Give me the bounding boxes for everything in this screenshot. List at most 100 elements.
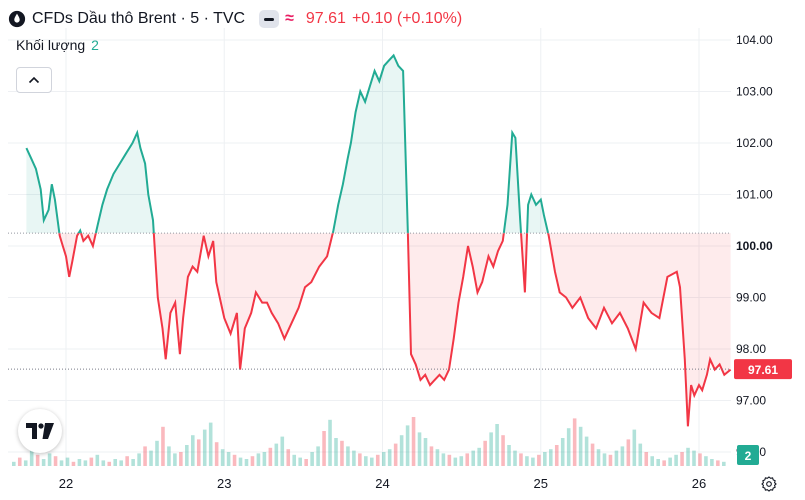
y-tick-label: 98.00 [736,342,766,356]
price-lines [8,53,732,427]
y-tick-label: 100.00 [736,239,773,253]
volume-bar [560,438,565,466]
volume-bar [614,450,619,466]
volume-bar [316,446,320,466]
volume-bar [149,450,153,466]
volume-bar [298,457,302,466]
volume-bar [274,443,279,466]
volume-bar [346,446,350,466]
volume-bar [722,461,726,466]
volume-bar [53,456,58,466]
chevron-up-icon [28,76,40,84]
volume-bar [238,457,243,466]
volume-bar [602,453,607,466]
volume-bar [12,461,16,466]
area-above-baseline [26,55,731,234]
volume-bar [572,418,577,466]
volume-bar [501,435,505,466]
volume-bar [155,440,159,466]
volume-bar [304,459,308,466]
volume-bar [716,460,720,466]
volume-bar [364,456,368,466]
volume-bar [167,446,171,466]
volume-bar [131,459,135,466]
volume-bar [208,422,213,466]
volume-bar [191,435,195,466]
volume-bar [268,447,273,466]
volume-bar [375,454,380,466]
volume-bar [429,446,434,466]
volume-bar [477,447,481,466]
volume-bar [77,459,82,466]
volume-bar [453,457,458,466]
minus-chip-icon[interactable] [259,10,280,28]
chart-header: CFDs Dầu thô Brent · 5 · TVC ≈ 97.61 +0.… [8,7,462,31]
volume-bar [554,445,559,466]
volume-bar [704,456,708,466]
tradingview-logo-icon [26,423,54,439]
volume-bar [423,438,428,466]
volume-bar [250,456,255,466]
volume-bar [668,457,672,466]
volume-bar [101,460,106,466]
volume-bar [549,449,553,466]
volume-bar [417,432,422,466]
last-price-badge [734,359,792,380]
volume-bar [107,461,112,466]
volume-bar [495,424,499,466]
axes: 104.00 103.00 102.00 101.00 100.00 99.00 98.00… [59,33,792,491]
volume-bar [29,449,34,466]
x-tick-label: 25 [534,476,548,491]
volume-bar [459,456,464,466]
settings-button[interactable] [759,474,779,494]
volume-bar [608,454,613,466]
symbol-title[interactable]: CFDs Dầu thô Brent · 5 · TVC [32,10,246,27]
volume-bar [334,438,338,466]
volume-bar [644,452,649,466]
volume-bar [232,454,237,466]
price-change: +0.10 (+0.10%) [351,10,463,27]
volume-bar [370,457,374,466]
volume-bar [214,442,219,466]
volume-bar [405,425,410,466]
y-tick-label: 97.00 [736,394,766,408]
volume-bar [674,454,678,466]
volume-bar [584,436,589,466]
volume-bar [179,452,183,466]
collapse-legend-button[interactable] [16,67,52,93]
volume-bar [596,449,601,466]
volume-bar [620,446,625,466]
volume-bar [358,453,362,466]
last-price-badge-text: 97.61 [748,363,778,377]
volume-bar [626,439,631,466]
volume-bar [531,457,535,466]
approx-icon: ≈ [285,10,294,27]
volume-bar [226,452,231,466]
volume-bar [125,456,129,466]
volume-bar [543,452,547,466]
price-area [26,55,731,427]
volume-bars [12,417,726,466]
volume-bar [471,450,476,466]
volume-legend[interactable]: Khối lượng 2 [16,37,99,53]
volume-bar [507,445,511,466]
volume-bar [202,429,207,466]
volume-bar [280,436,285,466]
volume-bar [17,457,22,466]
x-tick-label: 24 [375,476,389,491]
volume-bar [489,432,493,466]
volume-bar [119,460,123,466]
volume-bar [322,431,326,466]
y-tick-label: 104.00 [736,33,773,47]
x-tick-label: 22 [59,476,73,491]
area-below-baseline [59,233,731,427]
volume-bar [292,454,297,466]
volume-bar [465,453,470,466]
tradingview-logo[interactable] [18,409,62,453]
volume-bar [173,453,177,466]
volume-bar [710,459,714,466]
volume-bar [256,453,261,466]
volume-bar [525,456,529,466]
volume-bar [35,454,40,466]
